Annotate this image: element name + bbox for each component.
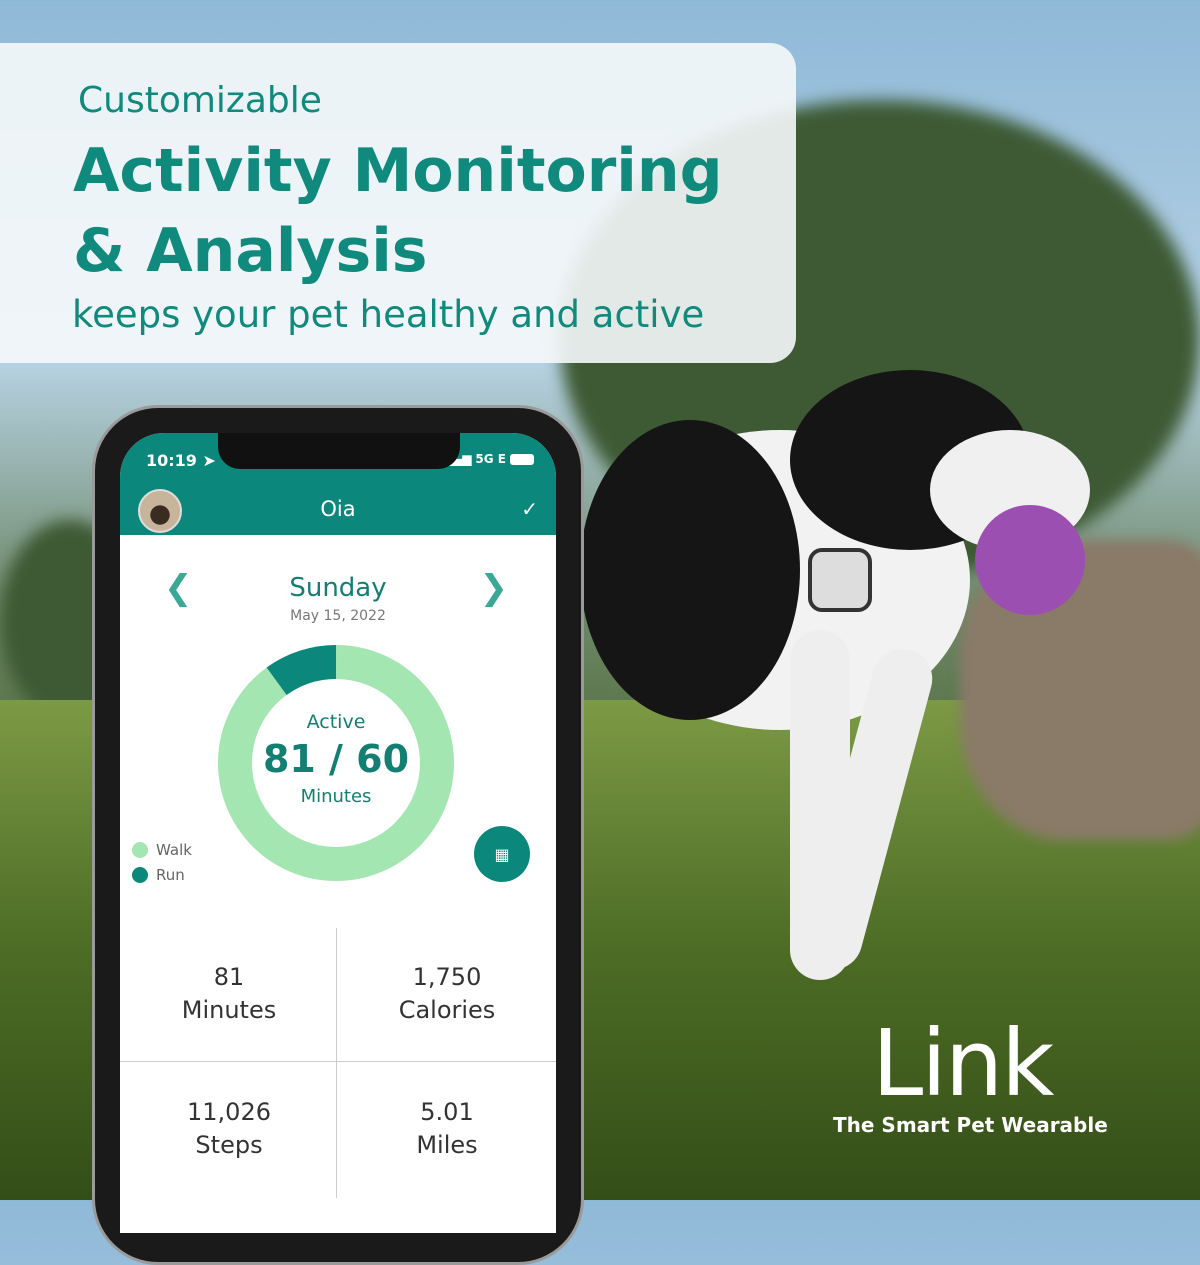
location-icon: ➤ (202, 451, 216, 470)
headline-title-line1: Activity Monitoring (73, 136, 723, 206)
pet-name[interactable]: Oia (320, 497, 356, 521)
status-time: 10:19 ➤ (146, 451, 216, 470)
stat-value: 81 (213, 963, 245, 991)
brand-tagline: The Smart Pet Wearable (833, 1113, 1108, 1137)
stat-calories: 1,750 Calories (338, 961, 556, 1027)
run-dot-icon (132, 867, 148, 883)
stat-value: 5.01 (420, 1098, 474, 1126)
battery-icon (510, 453, 534, 465)
app-screen: 10:19 ➤ ▂▄▆ 5G E Oia ✓ ❮ ❯ Sunday May 15,… (120, 433, 556, 1233)
network-text: 5G E (475, 452, 506, 466)
headline-tagline: keeps your pet healthy and active (72, 293, 705, 336)
stat-steps: 11,026 Steps (120, 1096, 338, 1162)
time-text: 10:19 (146, 451, 197, 470)
active-label: Active (306, 711, 366, 733)
legend-walk-label: Walk (156, 841, 192, 859)
headline-panel: Customizable Activity Monitoring & Analys… (0, 43, 796, 363)
stat-label: Minutes (181, 996, 277, 1024)
headline-subtitle: Customizable (78, 80, 322, 121)
stat-label: Calories (398, 996, 496, 1024)
stat-miles: 5.01 Miles (338, 1096, 556, 1162)
pet-avatar[interactable] (138, 489, 182, 533)
stats-divider-vertical (336, 928, 337, 1198)
dog-photo (580, 370, 1090, 980)
legend-walk: Walk (132, 841, 192, 859)
stat-label: Steps (195, 1131, 263, 1159)
brand-logo: Link (872, 1010, 1054, 1117)
legend-run-label: Run (156, 866, 185, 884)
next-day-button[interactable]: ❯ (479, 568, 509, 608)
active-value: 81 / 60 (262, 737, 410, 781)
walk-dot-icon (132, 842, 148, 858)
calendar-button[interactable]: ▦ (474, 826, 530, 882)
prev-day-button[interactable]: ❮ (164, 568, 193, 608)
activity-donut: Active 81 / 60 Minutes (216, 643, 456, 883)
date-label: May 15, 2022 (290, 608, 386, 624)
stat-minutes: 81 Minutes (120, 961, 338, 1027)
phone-notch (218, 433, 460, 469)
active-unit: Minutes (300, 786, 372, 807)
stats-divider-horizontal (120, 1061, 556, 1062)
stat-label: Miles (416, 1131, 478, 1159)
calendar-icon: ▦ (494, 844, 510, 864)
day-label: Sunday (289, 573, 387, 603)
stat-value: 1,750 (412, 963, 482, 991)
stat-value: 11,026 (187, 1098, 271, 1126)
headline-title: Activity Monitoring & Analysis (73, 131, 723, 291)
legend-run: Run (132, 866, 185, 884)
chevron-down-icon[interactable]: ✓ (521, 497, 538, 521)
headline-title-line2: & Analysis (73, 216, 428, 286)
